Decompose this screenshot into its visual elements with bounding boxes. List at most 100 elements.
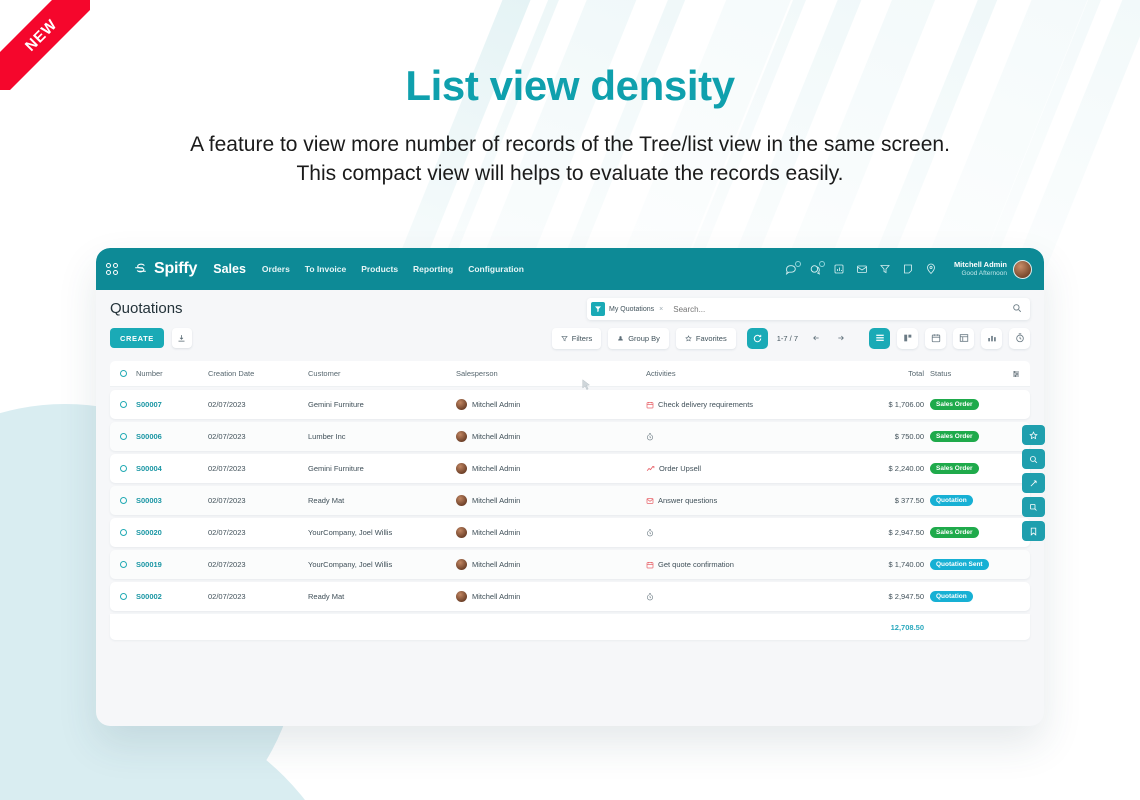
search-icon — [1030, 455, 1038, 463]
row-number-link[interactable]: S00006 — [136, 432, 162, 441]
column-options-icon[interactable] — [1004, 370, 1020, 378]
menu-item-configuration[interactable]: Configuration — [468, 264, 524, 274]
favorites-tab[interactable] — [1022, 425, 1045, 445]
menu-item-to-invoice[interactable]: To Invoice — [304, 264, 347, 274]
column-header-activities[interactable]: Activities — [646, 369, 676, 378]
user-menu[interactable]: Mitchell Admin Good Afternoon — [954, 259, 1032, 279]
user-greeting: Good Afternoon — [961, 269, 1007, 277]
list-view-button[interactable] — [869, 327, 890, 349]
column-header-customer[interactable]: Customer — [308, 369, 341, 378]
row-checkbox[interactable] — [120, 497, 136, 504]
search-icon[interactable] — [1012, 300, 1022, 318]
star-icon — [1029, 430, 1038, 439]
refresh-icon[interactable] — [746, 327, 768, 349]
conversations-icon[interactable] — [809, 260, 825, 276]
table-row[interactable]: S00002 02/07/2023 Ready Mat Mitchell Admin $… — [110, 582, 1030, 611]
calendar-activity-icon[interactable] — [646, 401, 654, 409]
row-checkbox[interactable] — [120, 529, 136, 536]
search-input[interactable] — [663, 304, 1012, 314]
clock-activity-icon[interactable] — [646, 432, 654, 441]
zoom-tab[interactable] — [1022, 497, 1045, 517]
row-checkbox[interactable] — [120, 401, 136, 408]
search-bar[interactable]: My Quotations × — [587, 298, 1030, 320]
groupby-button[interactable]: Group By — [608, 327, 669, 349]
row-checkbox[interactable] — [120, 433, 136, 440]
avatar — [456, 431, 467, 442]
row-checkbox[interactable] — [120, 593, 136, 600]
calendar-view-button[interactable] — [925, 327, 946, 349]
row-creation-date: 02/07/2023 — [208, 432, 246, 441]
row-number-link[interactable]: S00020 — [136, 528, 162, 537]
close-icon[interactable]: × — [659, 305, 664, 313]
mail-icon[interactable] — [856, 263, 868, 275]
row-number-link[interactable]: S00019 — [136, 560, 162, 569]
filter-icon — [561, 335, 568, 341]
column-header-total[interactable]: Total — [908, 369, 924, 378]
pivot-view-button[interactable] — [953, 327, 974, 349]
location-pin-icon[interactable] — [925, 263, 937, 275]
chart-icon[interactable] — [833, 263, 845, 275]
kanban-icon — [903, 334, 911, 342]
arrow-right-icon[interactable] — [832, 329, 850, 347]
filter-funnel-icon[interactable] — [879, 263, 891, 275]
column-header-status[interactable]: Status — [930, 369, 952, 378]
expand-tab[interactable] — [1022, 473, 1045, 493]
bookmark-tab[interactable] — [1022, 521, 1045, 541]
row-salesperson: Mitchell Admin — [472, 496, 521, 505]
row-number-link[interactable]: S00002 — [136, 592, 162, 601]
column-header-salesperson[interactable]: Salesperson — [456, 369, 498, 378]
new-ribbon: NEW — [0, 0, 90, 90]
avatar — [456, 495, 467, 506]
app-topbar: Spiffy Sales Orders To Invoice Products … — [96, 248, 1044, 290]
search-facet[interactable]: My Quotations × — [587, 298, 664, 320]
kanban-view-button[interactable] — [897, 327, 918, 349]
table-row[interactable]: S00019 02/07/2023 YourCompany, Joel Willis… — [110, 550, 1030, 579]
search-tab[interactable] — [1022, 449, 1045, 469]
status-badge: Sales Order — [930, 399, 979, 410]
table-row[interactable]: S00003 02/07/2023 Ready Mat Mitchell Admin A… — [110, 486, 1030, 515]
mail-activity-icon[interactable] — [646, 497, 654, 505]
messages-icon[interactable] — [785, 260, 801, 276]
calendar-activity-icon[interactable] — [646, 561, 654, 569]
brand-logo[interactable]: Spiffy — [132, 260, 197, 278]
chart-activity-icon[interactable] — [646, 464, 655, 473]
row-number-link[interactable]: S00003 — [136, 496, 162, 505]
table-row[interactable]: S00004 02/07/2023 Gemini Furniture Mitchell… — [110, 454, 1030, 483]
row-checkbox[interactable] — [120, 561, 136, 568]
clock-activity-icon[interactable] — [646, 528, 654, 537]
filter-icon — [591, 302, 605, 316]
favorites-button[interactable]: Favorites — [675, 327, 736, 349]
row-number-link[interactable]: S00007 — [136, 400, 162, 409]
column-header-creation-date[interactable]: Creation Date — [208, 369, 255, 378]
activity-view-button[interactable] — [1009, 327, 1030, 349]
messages-badge — [794, 260, 801, 267]
create-button[interactable]: CREATE — [110, 328, 164, 348]
table-row[interactable]: S00020 02/07/2023 YourCompany, Joel Willis… — [110, 518, 1030, 547]
status-badge: Sales Order — [930, 431, 979, 442]
row-salesperson: Mitchell Admin — [472, 528, 521, 537]
note-icon[interactable] — [902, 263, 914, 275]
view-toolbar: Filters Group By Favorites — [551, 327, 1030, 349]
row-customer: YourCompany, Joel Willis — [308, 560, 393, 569]
app-name: Sales — [213, 262, 246, 276]
table-footer: 12,708.50 — [110, 614, 1030, 640]
menu-item-products[interactable]: Products — [361, 264, 399, 274]
apps-grid-icon[interactable] — [106, 263, 118, 275]
column-header-number[interactable]: Number — [136, 369, 163, 378]
row-checkbox[interactable] — [120, 465, 136, 472]
clock-activity-icon[interactable] — [646, 592, 654, 601]
table-row[interactable]: S00007 02/07/2023 Gemini Furniture Mitchell… — [110, 390, 1030, 419]
avatar[interactable] — [1013, 259, 1032, 279]
menu-item-orders[interactable]: Orders — [261, 264, 290, 274]
filters-button[interactable]: Filters — [551, 327, 602, 349]
table-row[interactable]: S00006 02/07/2023 Lumber Inc Mitchell Admin… — [110, 422, 1030, 451]
menu-item-reporting[interactable]: Reporting — [413, 264, 454, 274]
row-salesperson: Mitchell Admin — [472, 464, 521, 473]
row-number-link[interactable]: S00004 — [136, 464, 162, 473]
row-total: $ 377.50 — [894, 496, 924, 505]
arrow-left-icon[interactable] — [807, 329, 825, 347]
export-download-icon[interactable] — [171, 328, 192, 348]
graph-view-button[interactable] — [981, 327, 1002, 349]
select-all-checkbox[interactable] — [120, 370, 136, 377]
